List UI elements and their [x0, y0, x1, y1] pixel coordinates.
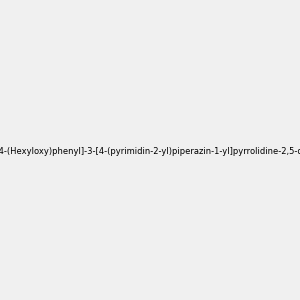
Text: 1-[4-(Hexyloxy)phenyl]-3-[4-(pyrimidin-2-yl)piperazin-1-yl]pyrrolidine-2,5-dione: 1-[4-(Hexyloxy)phenyl]-3-[4-(pyrimidin-2…	[0, 147, 300, 156]
